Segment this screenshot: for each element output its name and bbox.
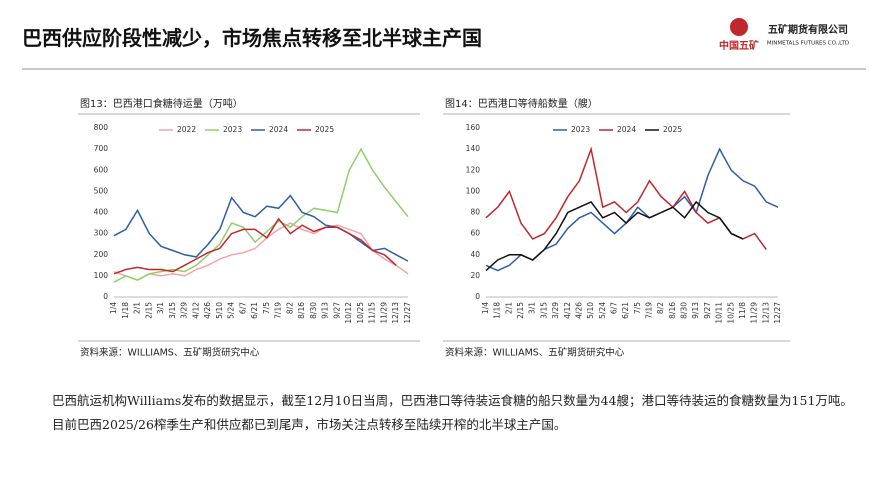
x-tick-label: 6/7 [238, 302, 247, 314]
legend-label: 2023 [223, 125, 242, 134]
series-line [113, 147, 409, 283]
x-tick-label: 4/12 [563, 302, 572, 319]
x-tick-label: 3/1 [528, 302, 537, 314]
legend-label: 2022 [177, 125, 196, 134]
group-name: 中国五矿 [719, 39, 759, 52]
x-tick-label: 2/15 [144, 302, 153, 319]
x-tick-label: 6/7 [609, 302, 618, 314]
chart-title: 图14：巴西港口等待船数量（艘） [445, 97, 598, 110]
x-tick-label: 8/16 [668, 302, 677, 319]
source: 资料来源：WILLIAMS、五矿期货研究中心 [445, 347, 625, 359]
y-tick-label: 600 [94, 165, 109, 174]
y-tick-label: 800 [94, 123, 109, 132]
y-tick-label: 120 [466, 165, 481, 174]
x-tick-label: 4/12 [191, 302, 200, 319]
x-tick-label: 12/27 [403, 302, 412, 324]
y-tick-label: 500 [94, 186, 109, 195]
x-tick-label: 6/21 [250, 302, 259, 319]
x-tick-label: 9/27 [703, 302, 712, 319]
x-tick-label: 10/12 [344, 302, 353, 324]
source: 资料来源：WILLIAMS、五矿期货研究中心 [80, 347, 260, 359]
x-tick-label: 4/26 [574, 302, 583, 319]
x-tick-label: 5/24 [227, 302, 236, 319]
page-title: 巴西供应阶段性减少，市场焦点转移至北半球主产国 [22, 26, 482, 50]
x-tick-label: 9/13 [321, 302, 330, 319]
x-tick-label: 2/1 [133, 302, 142, 314]
x-tick-label: 12/13 [391, 302, 400, 324]
y-tick-label: 100 [466, 186, 481, 195]
x-tick-label: 2/15 [516, 302, 525, 319]
legend-label: 2025 [315, 125, 334, 134]
y-tick-label: 60 [470, 229, 480, 238]
legend-label: 2024 [617, 125, 636, 134]
y-tick-label: 300 [94, 229, 109, 238]
series-line [485, 200, 744, 272]
x-tick-label: 3/15 [539, 302, 548, 319]
x-tick-label: 11/15 [368, 302, 377, 324]
y-tick-label: 160 [466, 123, 481, 132]
y-tick-label: 700 [94, 144, 109, 153]
company-name: 五矿期货有限公司 [768, 23, 848, 36]
legend-label: 2025 [663, 125, 682, 134]
x-tick-label: 5/24 [598, 302, 607, 319]
y-tick-label: 100 [94, 271, 109, 280]
logo: 中国五矿 五矿期货有限公司 MINMETALS FUTURES CO.,LTD [719, 18, 849, 52]
x-tick-label: 11/29 [750, 302, 759, 324]
x-tick-label: 11/29 [379, 302, 388, 324]
y-tick-label: 0 [103, 292, 108, 301]
x-tick-label: 3/29 [180, 302, 189, 319]
x-tick-label: 8/30 [680, 302, 689, 319]
y-tick-label: 40 [470, 250, 480, 259]
x-tick-label: 5/10 [215, 302, 224, 319]
x-tick-label: 11/8 [738, 302, 747, 319]
series-line [485, 146, 767, 250]
series-line [113, 217, 397, 275]
x-tick-label: 7/19 [274, 302, 283, 319]
y-tick-label: 80 [470, 208, 480, 217]
x-tick-label: 9/27 [332, 302, 341, 319]
x-tick-label: 5/10 [586, 302, 595, 319]
x-tick-label: 8/2 [285, 302, 294, 314]
y-tick-label: 200 [94, 250, 109, 259]
x-tick-label: 8/16 [297, 302, 306, 319]
y-tick-label: 400 [94, 208, 109, 217]
x-tick-label: 12/27 [773, 302, 782, 324]
x-tick-label: 7/5 [633, 302, 642, 314]
y-tick-label: 140 [466, 144, 481, 153]
x-tick-label: 3/15 [168, 302, 177, 319]
x-tick-label: 10/25 [726, 302, 735, 324]
y-tick-label: 20 [470, 271, 480, 280]
x-tick-label: 10/25 [356, 302, 365, 324]
x-tick-label: 1/4 [109, 302, 118, 314]
x-tick-label: 6/21 [621, 302, 630, 319]
x-tick-label: 3/29 [551, 302, 560, 319]
x-tick-label: 1/18 [121, 302, 130, 319]
x-tick-label: 4/26 [203, 302, 212, 319]
x-tick-label: 8/30 [309, 302, 318, 319]
x-tick-label: 10/11 [715, 302, 724, 324]
x-tick-label: 9/13 [691, 302, 700, 319]
series-line [113, 222, 409, 281]
series-line [113, 194, 409, 262]
x-tick-label: 1/18 [493, 302, 502, 319]
x-tick-label: 12/13 [761, 302, 770, 324]
series-line [485, 147, 779, 272]
x-tick-label: 3/1 [156, 302, 165, 314]
x-tick-label: 1/4 [481, 302, 490, 314]
x-tick-label: 7/5 [262, 302, 271, 314]
x-tick-label: 2/1 [504, 302, 513, 314]
legend-label: 2023 [571, 125, 590, 134]
company-name-en: MINMETALS FUTURES CO.,LTD [767, 41, 849, 47]
legend-label: 2024 [269, 125, 288, 134]
charts: 中国五矿 五矿期货有限公司 MINMETALS FUTURES CO.,LTD … [22, 18, 866, 359]
chart-title: 图13：巴西港口食糖待运量（万吨） [80, 97, 243, 110]
x-tick-label: 8/2 [656, 302, 665, 314]
body-text: 巴西航运机构Williams发布的数据显示，截至12月10日当周，巴西港口等待装… [52, 393, 853, 432]
y-tick-label: 0 [475, 292, 480, 301]
x-tick-label: 7/19 [645, 302, 654, 319]
